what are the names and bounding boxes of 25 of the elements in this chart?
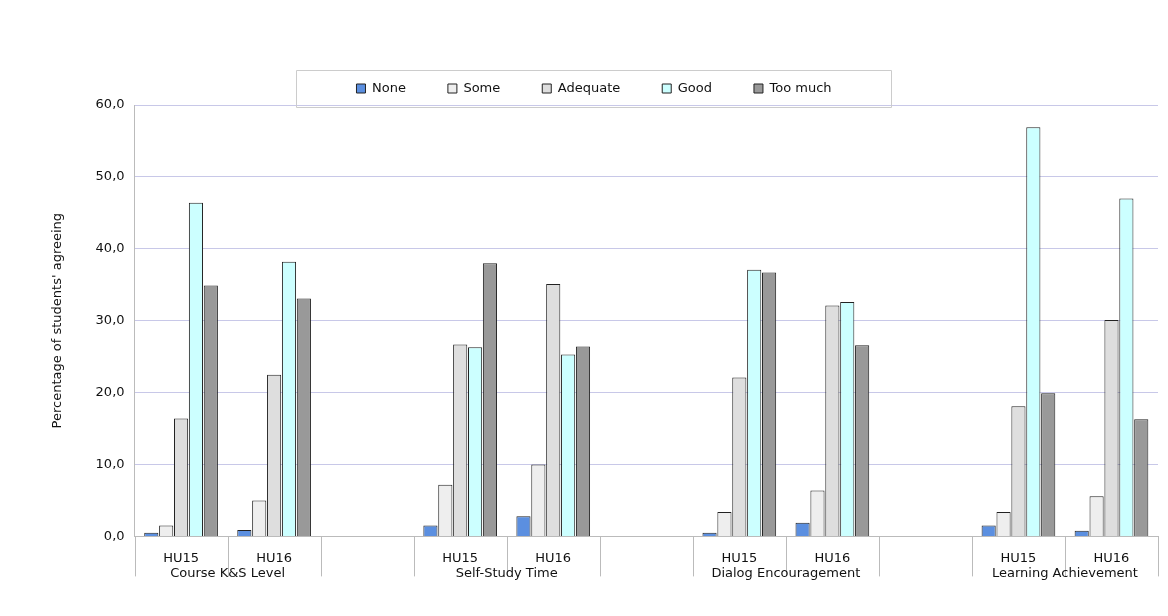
y-tick-label: 20,0 [95, 383, 125, 399]
y-tick-label: 60,0 [95, 96, 125, 112]
legend-label: Too much [768, 79, 832, 95]
y-tick-label: 30,0 [95, 312, 125, 328]
legend-label: None [371, 79, 406, 95]
y-tick-label: 10,0 [95, 455, 125, 471]
x-tick-label: HU16 [535, 549, 572, 565]
x-tick-label: HU16 [256, 549, 293, 565]
x-tick-label: HU15 [721, 549, 758, 565]
y-tick-label: 0,0 [103, 527, 125, 543]
x-tick-label: HU15 [163, 549, 199, 565]
text: Course K&S Level [170, 564, 286, 580]
x-tick-label: HU16 [814, 549, 851, 565]
y-tick-label: 50,0 [95, 168, 125, 184]
legend-label: Good [677, 79, 712, 95]
text: Dialog Encouragement [711, 564, 861, 580]
text: Learning Achievement [992, 564, 1138, 580]
x-tick-label: HU15 [1000, 549, 1037, 565]
y-tick-label: 40,0 [95, 240, 125, 256]
text: Self-Study Time [455, 564, 558, 580]
legend-label: Some [463, 79, 501, 95]
legend-label: Adequate [557, 79, 621, 95]
x-tick-label: HU16 [1093, 549, 1130, 565]
x-tick-label: HU15 [442, 549, 479, 565]
y-axis-title: Percentage of students' agreeing [49, 212, 65, 429]
